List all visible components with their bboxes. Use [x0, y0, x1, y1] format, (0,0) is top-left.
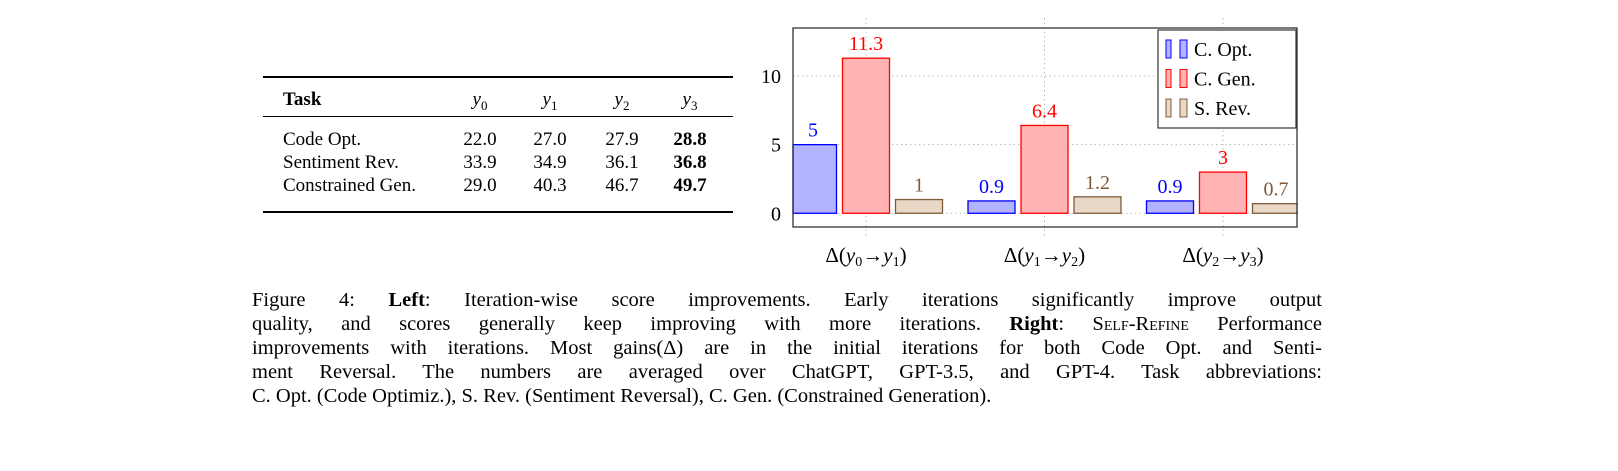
legend-swatch-icon	[1179, 39, 1188, 59]
caption-text: Figure 4:	[252, 289, 389, 311]
mid-rule	[263, 116, 733, 117]
table-cell: 49.7	[673, 175, 707, 196]
table-cell: 27.9	[605, 129, 639, 150]
table-cell: 22.0	[463, 129, 497, 150]
caption-bold-label: Right	[1009, 313, 1059, 335]
bar-s-rev-	[1251, 203, 1301, 214]
bar-s-rev-	[1073, 196, 1122, 214]
table-cell: 36.1	[605, 152, 639, 173]
x-tick-label: Δ(y0→y1)	[825, 243, 906, 270]
data-label: 5	[808, 120, 818, 142]
y-tick-label: 5	[771, 135, 781, 157]
header-y2: y2	[614, 89, 630, 113]
header-y3: y3	[682, 89, 698, 113]
row-task-label: Sentiment Rev.	[283, 152, 399, 173]
caption-text: Performance	[1188, 313, 1322, 335]
table-cell: 46.7	[605, 175, 639, 196]
legend-label: C. Opt.	[1194, 39, 1252, 61]
table-cell: 29.0	[463, 175, 497, 196]
row-task-label: Code Opt.	[283, 129, 362, 150]
header-task: Task	[283, 89, 322, 110]
axes-frame	[792, 27, 1298, 228]
header-y0: y0	[472, 89, 488, 113]
bar-c-opt-	[1145, 200, 1195, 214]
legend-swatch-icon	[1179, 69, 1188, 88]
caption-bold-label: Left	[388, 289, 425, 311]
legend-label: S. Rev.	[1194, 98, 1251, 120]
data-label: 6.4	[1032, 100, 1057, 122]
legend-swatch-icon	[1165, 98, 1172, 118]
x-tick-label: Δ(y2→y3)	[1182, 243, 1263, 270]
data-label: 0.9	[1158, 176, 1183, 198]
data-label: 1.2	[1085, 172, 1110, 194]
table-cell: 33.9	[463, 152, 497, 173]
table-cell: 40.3	[533, 175, 567, 196]
bar-c-gen-	[1020, 124, 1069, 214]
caption-text: improvements with iterations. Most gains…	[252, 337, 1322, 359]
row-task-label: Constrained Gen.	[283, 175, 416, 196]
bar-c-opt-	[792, 144, 838, 214]
caption-line: quality, and scores generally keep impro…	[252, 312, 1322, 336]
caption-text: : Iteration-wise score improvements. Ear…	[424, 289, 1322, 311]
legend-swatch-icon	[1165, 39, 1172, 59]
table-cell: 36.8	[673, 152, 707, 173]
caption-text: C. Opt. (Code Optimiz.), S. Rev. (Sentim…	[252, 385, 992, 407]
y-tick-label: 10	[761, 66, 781, 88]
bar-chart: 0 5 10 5 0.9 0.9 11.3 6.4 3 1 1.2 0.7 Δ(y0→y1) Δ(y1→y…	[761, 0, 1358, 290]
caption-line: ment Reversal. The numbers are averaged …	[252, 360, 1322, 384]
table-cell: 27.0	[533, 129, 567, 150]
bar-c-gen-	[1198, 171, 1248, 214]
legend-swatch-icon	[1179, 98, 1188, 118]
figure-caption: Figure 4: Left: Iteration-wise score imp…	[252, 288, 1322, 408]
table-cell: 28.8	[673, 129, 707, 150]
caption-text: :	[1058, 313, 1093, 335]
top-rule	[263, 76, 733, 78]
caption-text: Self-Refine	[1092, 313, 1189, 335]
bottom-rule	[263, 211, 733, 213]
bar-s-rev-	[894, 198, 944, 214]
bar-c-opt-	[967, 200, 1016, 214]
data-label: 0.7	[1264, 179, 1289, 201]
y-tick-label: 0	[771, 203, 781, 225]
caption-text: quality, and scores generally keep impro…	[252, 313, 1010, 335]
legend-swatch-icon	[1165, 69, 1172, 88]
data-label: 11.3	[849, 33, 883, 55]
table-cell: 34.9	[533, 152, 567, 173]
data-label: 3	[1218, 147, 1228, 169]
bar-c-gen-	[841, 57, 891, 214]
header-y1: y1	[542, 89, 558, 113]
x-tick-label: Δ(y1→y2)	[1004, 243, 1085, 270]
caption-text: ment Reversal. The numbers are averaged …	[252, 361, 1322, 383]
legend-label: C. Gen.	[1194, 69, 1256, 91]
caption-line: Figure 4: Left: Iteration-wise score imp…	[252, 288, 1322, 312]
caption-line: improvements with iterations. Most gains…	[252, 336, 1322, 360]
chart-margin	[1298, 0, 1358, 290]
data-label: 0.9	[979, 176, 1004, 198]
caption-line: C. Opt. (Code Optimiz.), S. Rev. (Sentim…	[252, 384, 1322, 408]
data-label: 1	[914, 175, 924, 197]
